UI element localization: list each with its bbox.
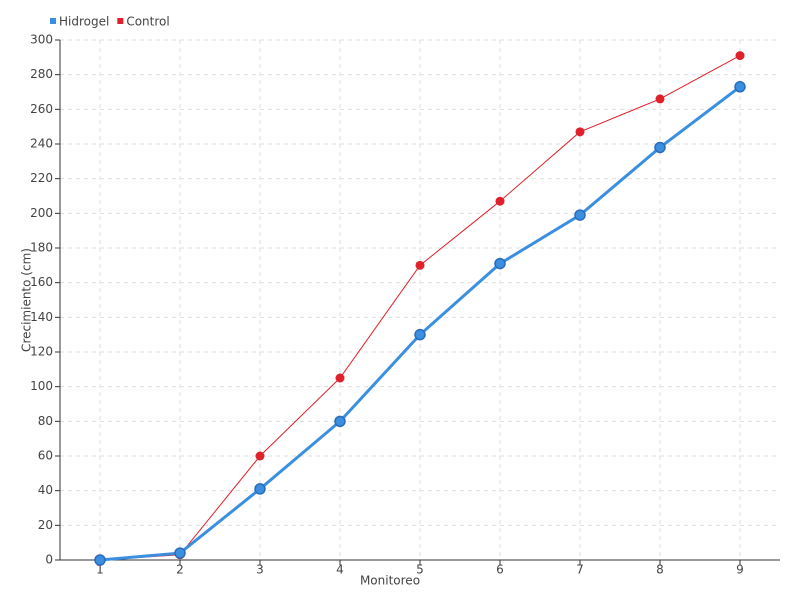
y-tick-label: 240 — [30, 137, 53, 151]
x-tick-label: 2 — [176, 563, 184, 577]
y-axis-label: Crecimiento (cm) — [20, 248, 34, 352]
data-point — [494, 257, 506, 270]
y-tick-label: 200 — [30, 206, 53, 220]
x-tick-label: 7 — [576, 563, 584, 577]
data-point — [735, 51, 745, 61]
y-tick-label: 180 — [30, 241, 53, 255]
data-point — [174, 547, 186, 559]
data-point — [574, 209, 586, 221]
data-point — [334, 415, 346, 428]
y-tick-label: 20 — [38, 518, 53, 532]
x-tick-label: 4 — [336, 563, 344, 577]
legend-label: Hidrogel — [59, 15, 109, 29]
data-point — [255, 451, 265, 461]
x-tick-label: 6 — [496, 563, 504, 577]
data-point — [654, 141, 666, 154]
data-point — [94, 554, 106, 566]
data-point — [495, 196, 505, 206]
y-tick-label: 160 — [30, 275, 53, 289]
y-tick-label: 40 — [38, 483, 53, 497]
x-tick-label: 8 — [656, 563, 664, 577]
y-tick-label: 80 — [38, 414, 53, 428]
data-point — [575, 127, 585, 137]
legend-label: Control — [126, 15, 169, 29]
x-tick-label: 9 — [736, 563, 744, 577]
legend-swatch — [117, 18, 124, 24]
y-tick-label: 300 — [30, 33, 53, 47]
x-tick-label: 5 — [416, 563, 424, 577]
legend-swatch — [50, 18, 56, 24]
y-tick-label: 220 — [30, 171, 53, 185]
y-tick-label: 60 — [38, 449, 53, 463]
data-point — [335, 373, 345, 383]
y-tick-label: 100 — [30, 379, 53, 393]
data-point — [415, 260, 425, 270]
data-point — [414, 328, 426, 341]
x-tick-label: 1 — [96, 563, 104, 577]
y-tick-label: 260 — [30, 102, 53, 116]
data-point — [254, 483, 266, 495]
y-tick-label: 0 — [45, 553, 53, 567]
x-tick-label: 3 — [256, 563, 264, 577]
y-tick-label: 120 — [30, 345, 53, 359]
y-tick-label: 280 — [30, 67, 53, 81]
y-tick-label: 140 — [30, 310, 53, 324]
data-point — [655, 94, 665, 104]
x-axis-label: Monitoreo — [360, 574, 420, 588]
data-point — [734, 81, 746, 93]
